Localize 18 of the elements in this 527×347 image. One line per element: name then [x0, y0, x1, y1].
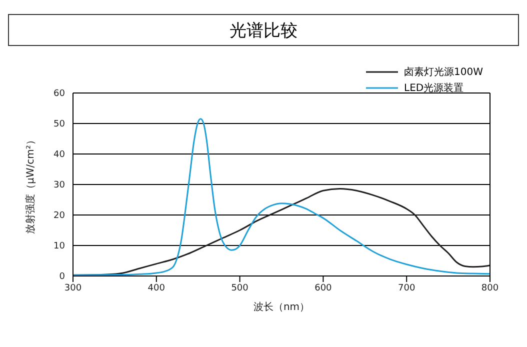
- legend-label: LED光源装置: [404, 82, 464, 95]
- y-tick-label: 60: [54, 89, 66, 100]
- y-tick-label: 40: [54, 150, 66, 160]
- x-axis-title: 波长（nm）: [253, 301, 310, 313]
- y-tick-label: 20: [54, 211, 66, 222]
- y-tick-label: 0: [59, 272, 66, 282]
- y-tick-label: 50: [54, 120, 66, 130]
- y-axis-title: 放射强度（μW/cm²）: [24, 135, 37, 234]
- x-tick-label: 300: [64, 283, 82, 294]
- y-tick-label: 30: [54, 180, 66, 191]
- chart-title: 光谱比较: [8, 14, 519, 46]
- x-tick-label: 800: [481, 283, 499, 294]
- x-tick-label: 500: [231, 283, 249, 294]
- legend-label: 卤素灯光源100W: [404, 66, 483, 79]
- y-tick-label: 10: [54, 242, 66, 252]
- x-tick-label: 700: [398, 283, 416, 294]
- x-tick-label: 400: [148, 283, 166, 294]
- x-tick-label: 600: [314, 283, 332, 294]
